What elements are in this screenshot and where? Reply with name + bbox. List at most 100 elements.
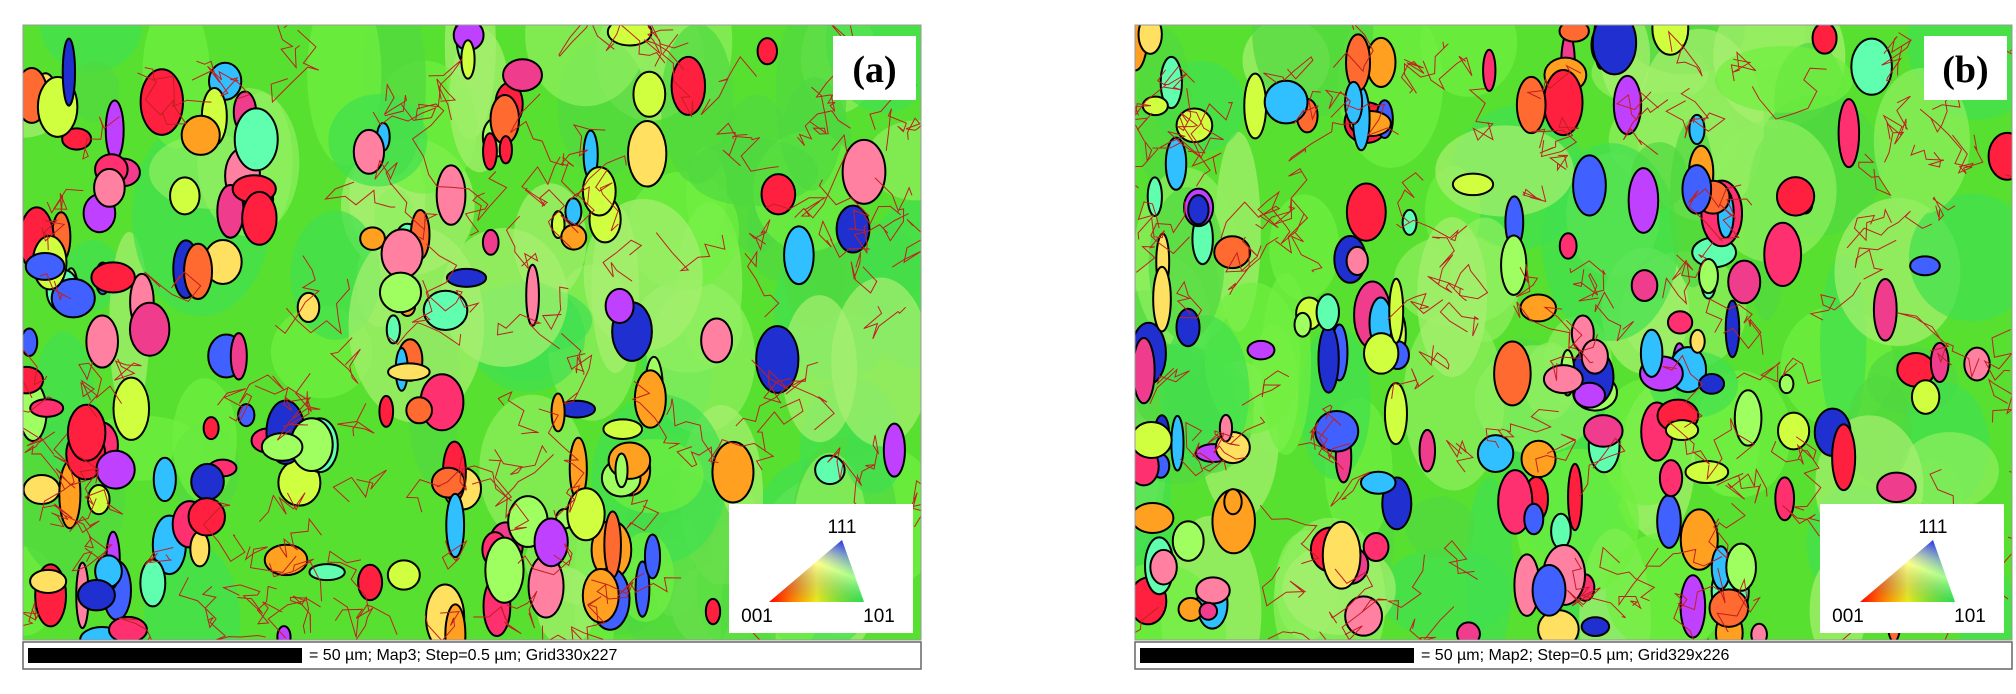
boundary	[1662, 254, 1694, 306]
boundary	[1179, 110, 1224, 160]
boundary	[560, 186, 595, 234]
grain	[1708, 588, 1750, 628]
boundary	[1572, 269, 1599, 297]
boundary	[765, 197, 827, 217]
boundary	[1135, 69, 1167, 131]
label-box	[833, 36, 916, 100]
grain	[1170, 414, 1185, 472]
grain	[603, 510, 622, 579]
boundary	[24, 431, 66, 490]
boundary	[647, 25, 689, 67]
boundary	[1782, 357, 1821, 384]
boundary	[541, 286, 569, 331]
grain	[1774, 476, 1796, 522]
boundary	[1227, 236, 1258, 295]
grain	[1909, 255, 1941, 277]
grain	[581, 567, 620, 624]
boundary	[827, 447, 863, 487]
grain	[430, 466, 466, 499]
boundary	[276, 386, 321, 441]
grain	[1135, 421, 1173, 459]
grain	[1362, 332, 1400, 375]
boundary	[1858, 153, 1892, 197]
grain	[1656, 493, 1682, 549]
boundary	[1179, 421, 1204, 477]
boundary	[1515, 263, 1539, 298]
boundary	[333, 597, 398, 638]
boundary	[1571, 557, 1594, 607]
ipf-label: 001	[1832, 606, 1864, 627]
boundary	[23, 396, 55, 455]
boundary	[374, 159, 398, 186]
grain	[1681, 164, 1713, 215]
grain	[1135, 501, 1175, 534]
boundary	[885, 108, 907, 151]
grain	[1763, 221, 1803, 288]
boundary	[1645, 547, 1723, 567]
boundary	[1187, 102, 1234, 154]
boundary	[1622, 99, 1669, 155]
boundary	[1330, 471, 1371, 507]
grain	[93, 167, 126, 208]
boundary	[1387, 292, 1444, 320]
boundary	[521, 156, 561, 207]
grain	[241, 190, 278, 246]
boundary	[217, 388, 247, 422]
grain	[1558, 25, 1590, 43]
boundary	[1677, 567, 1726, 611]
boundary	[437, 186, 489, 236]
boundary	[411, 103, 445, 188]
boundary	[441, 539, 468, 570]
grain	[202, 416, 220, 441]
boundary	[1318, 404, 1344, 470]
boundary	[1548, 154, 1569, 172]
boundary	[1736, 361, 1781, 383]
boundary	[1220, 201, 1281, 239]
scale-bar	[28, 648, 302, 663]
boundary	[661, 33, 694, 118]
boundary	[1293, 90, 1321, 125]
grain	[1775, 176, 1816, 217]
boundary	[1274, 197, 1309, 254]
boundary	[1396, 219, 1468, 242]
grain	[1573, 381, 1606, 409]
boundary	[114, 358, 142, 381]
boundary	[1261, 566, 1307, 607]
boundary	[541, 625, 604, 640]
grain	[1837, 98, 1861, 169]
grain	[1418, 428, 1437, 473]
boundary	[1191, 152, 1222, 187]
boundary	[744, 250, 780, 318]
grain	[180, 114, 221, 156]
grain	[1175, 307, 1201, 348]
boundary	[1135, 606, 1159, 634]
boundary	[1673, 592, 1710, 640]
boundary	[471, 478, 530, 532]
boundary	[858, 435, 879, 484]
boundary	[1881, 32, 1912, 82]
boundary	[144, 271, 202, 303]
ipf-triangle-overlay	[1860, 540, 1955, 602]
grain	[357, 563, 384, 602]
grain	[1727, 259, 1762, 305]
boundary	[1853, 208, 1893, 242]
grain	[359, 226, 386, 251]
boundary	[285, 278, 350, 335]
grain	[1187, 194, 1210, 226]
boundary	[1770, 436, 1817, 465]
grain	[1658, 459, 1684, 498]
boundary	[118, 617, 153, 640]
grain	[1777, 411, 1811, 451]
grain	[1910, 379, 1941, 415]
boundary	[178, 577, 217, 629]
boundary	[383, 82, 407, 117]
boundary	[277, 25, 300, 69]
boundary	[1569, 260, 1606, 302]
map-frame	[22, 24, 922, 641]
grain	[1315, 293, 1340, 332]
grain	[481, 228, 500, 256]
grain	[1689, 328, 1706, 354]
grain	[50, 277, 96, 319]
grain	[882, 422, 906, 478]
boundary	[1883, 36, 1912, 76]
